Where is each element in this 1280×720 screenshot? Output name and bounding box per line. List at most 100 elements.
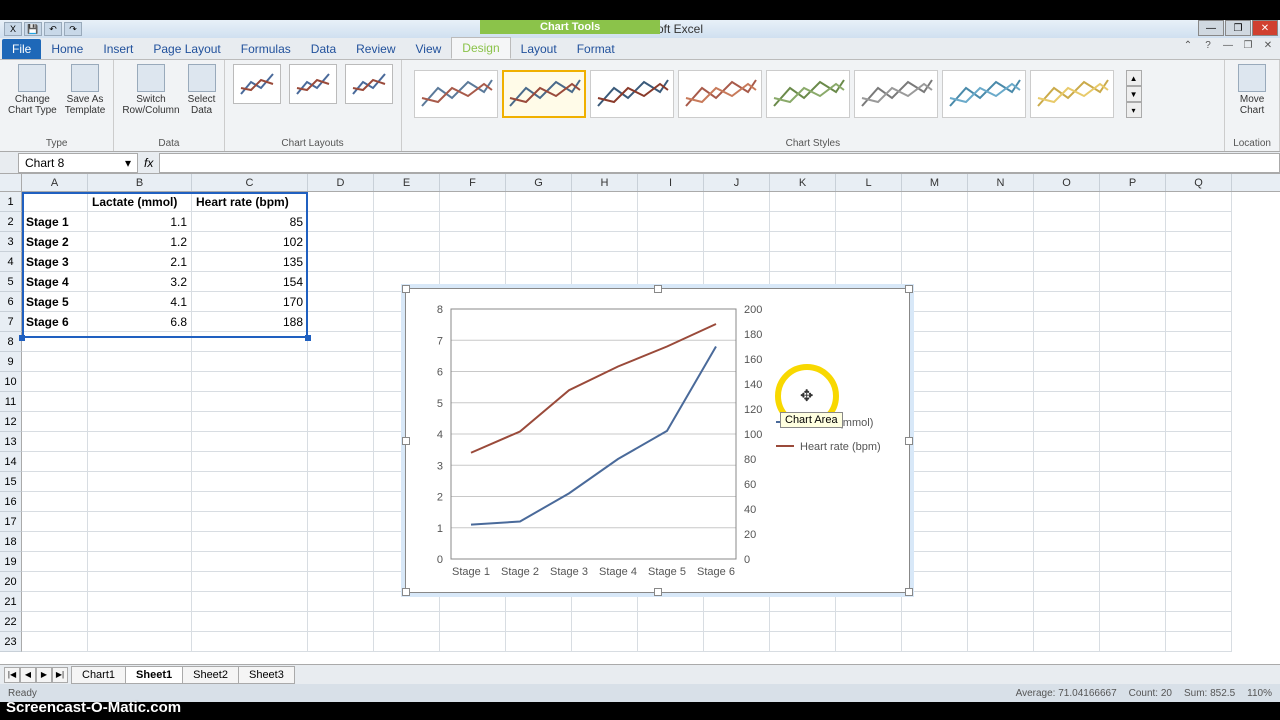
cell[interactable] xyxy=(22,612,88,632)
cell[interactable] xyxy=(770,252,836,272)
cell[interactable] xyxy=(440,592,506,612)
move-chart-button[interactable]: Move Chart xyxy=(1238,64,1266,116)
redo-icon[interactable]: ↷ xyxy=(64,22,82,36)
cell[interactable] xyxy=(968,312,1034,332)
cell[interactable] xyxy=(1166,472,1232,492)
row-header[interactable]: 23 xyxy=(0,632,22,652)
cell[interactable] xyxy=(88,372,192,392)
cell[interactable] xyxy=(1100,432,1166,452)
cell[interactable] xyxy=(440,612,506,632)
cell[interactable] xyxy=(88,592,192,612)
cell[interactable] xyxy=(506,212,572,232)
tab-data[interactable]: Data xyxy=(301,39,346,59)
cell[interactable] xyxy=(22,512,88,532)
select-all-corner[interactable] xyxy=(0,174,22,191)
cell[interactable] xyxy=(22,452,88,472)
tab-file[interactable]: File xyxy=(2,39,41,59)
cell[interactable] xyxy=(308,272,374,292)
cell[interactable] xyxy=(308,532,374,552)
cell[interactable] xyxy=(1034,552,1100,572)
tab-view[interactable]: View xyxy=(406,39,452,59)
cell[interactable] xyxy=(192,472,308,492)
cell[interactable] xyxy=(22,432,88,452)
cell[interactable] xyxy=(968,412,1034,432)
cell[interactable] xyxy=(1166,292,1232,312)
cell[interactable]: Heart rate (bpm) xyxy=(192,192,308,212)
column-header[interactable]: M xyxy=(902,174,968,191)
save-as-template-button[interactable]: Save As Template xyxy=(65,64,106,116)
cell[interactable] xyxy=(192,352,308,372)
cell[interactable] xyxy=(704,192,770,212)
cell[interactable] xyxy=(440,252,506,272)
status-zoom[interactable]: 110% xyxy=(1247,688,1272,699)
cell[interactable] xyxy=(308,232,374,252)
chart-style-thumb[interactable] xyxy=(678,70,762,118)
cell[interactable] xyxy=(1100,592,1166,612)
row-header[interactable]: 16 xyxy=(0,492,22,512)
cell[interactable] xyxy=(1100,452,1166,472)
cell[interactable] xyxy=(308,592,374,612)
tab-page-layout[interactable]: Page Layout xyxy=(143,39,230,59)
cell[interactable] xyxy=(968,552,1034,572)
formula-bar[interactable] xyxy=(159,153,1280,173)
cell[interactable] xyxy=(308,412,374,432)
cell[interactable]: Stage 5 xyxy=(22,292,88,312)
cell[interactable] xyxy=(1100,492,1166,512)
cell[interactable] xyxy=(308,252,374,272)
row-header[interactable]: 9 xyxy=(0,352,22,372)
column-header[interactable]: F xyxy=(440,174,506,191)
column-header[interactable]: N xyxy=(968,174,1034,191)
sheet-tab[interactable]: Sheet2 xyxy=(182,666,239,684)
cell[interactable] xyxy=(1100,392,1166,412)
cell[interactable] xyxy=(88,532,192,552)
cell[interactable] xyxy=(968,392,1034,412)
cell[interactable] xyxy=(192,412,308,432)
column-header[interactable]: C xyxy=(192,174,308,191)
tab-insert[interactable]: Insert xyxy=(93,39,143,59)
cell[interactable]: 85 xyxy=(192,212,308,232)
cell[interactable] xyxy=(192,432,308,452)
cell[interactable] xyxy=(192,532,308,552)
cell[interactable] xyxy=(506,612,572,632)
cell[interactable] xyxy=(968,512,1034,532)
cell[interactable] xyxy=(22,412,88,432)
row-header[interactable]: 18 xyxy=(0,532,22,552)
row-header[interactable]: 21 xyxy=(0,592,22,612)
cell[interactable] xyxy=(308,472,374,492)
row-header[interactable]: 6 xyxy=(0,292,22,312)
cell[interactable] xyxy=(1166,532,1232,552)
cell[interactable] xyxy=(1100,332,1166,352)
cell[interactable] xyxy=(770,612,836,632)
cell[interactable] xyxy=(968,592,1034,612)
cell[interactable] xyxy=(88,572,192,592)
prev-sheet-icon[interactable]: ◀ xyxy=(20,667,36,683)
row-header[interactable]: 22 xyxy=(0,612,22,632)
cell[interactable] xyxy=(1100,632,1166,652)
cell[interactable] xyxy=(968,272,1034,292)
cell[interactable] xyxy=(1034,612,1100,632)
cell[interactable]: 1.2 xyxy=(88,232,192,252)
sheet-tab[interactable]: Sheet1 xyxy=(125,666,183,684)
cell[interactable] xyxy=(1166,212,1232,232)
cell[interactable] xyxy=(440,232,506,252)
chart-style-thumb[interactable] xyxy=(766,70,850,118)
cell[interactable] xyxy=(1034,452,1100,472)
change-chart-type-button[interactable]: Change Chart Type xyxy=(8,64,57,116)
cell[interactable] xyxy=(1166,432,1232,452)
cell[interactable] xyxy=(572,632,638,652)
chart-layout-thumb[interactable] xyxy=(345,64,393,104)
cell[interactable] xyxy=(572,592,638,612)
cell[interactable]: Lactate (mmol) xyxy=(88,192,192,212)
embedded-chart[interactable]: 012345678020406080100120140160180200Stag… xyxy=(405,288,910,593)
row-header[interactable]: 13 xyxy=(0,432,22,452)
cell[interactable] xyxy=(902,472,968,492)
cell[interactable]: 188 xyxy=(192,312,308,332)
cell[interactable] xyxy=(308,392,374,412)
cell[interactable] xyxy=(836,592,902,612)
cell[interactable] xyxy=(770,212,836,232)
tab-review[interactable]: Review xyxy=(346,39,405,59)
tab-layout[interactable]: Layout xyxy=(511,39,567,59)
cell[interactable] xyxy=(902,352,968,372)
cell[interactable] xyxy=(572,192,638,212)
cell[interactable] xyxy=(638,632,704,652)
